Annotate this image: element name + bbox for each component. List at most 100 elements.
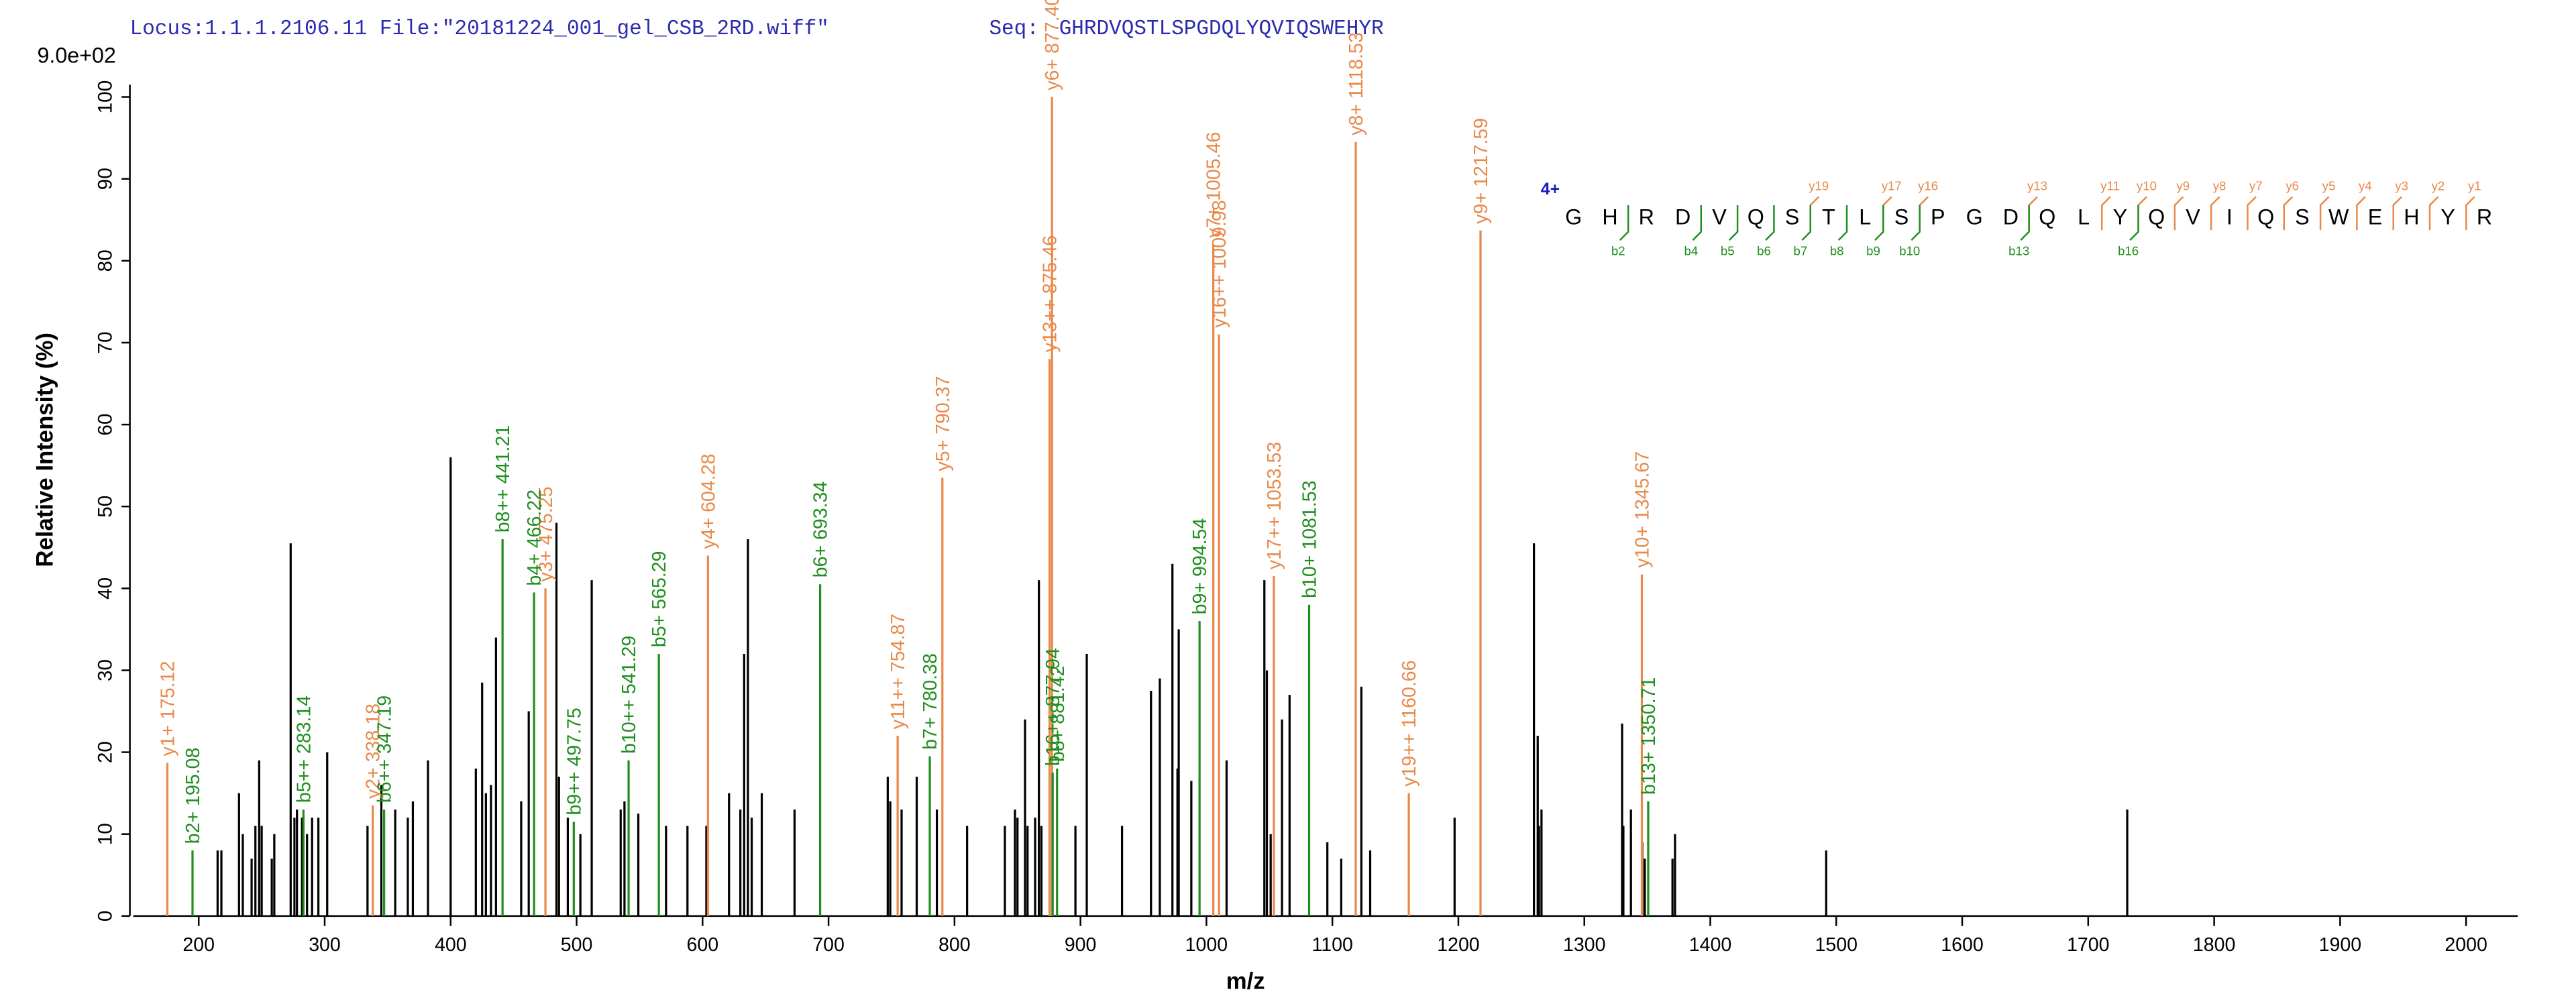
- b-fragment-label: b8: [1830, 243, 1844, 258]
- y-scale-label: 9.0e+02: [37, 44, 115, 68]
- residue: E: [2368, 205, 2383, 229]
- charge-label: 4+: [1541, 180, 1560, 199]
- b-fragment-label: b7: [1793, 243, 1807, 258]
- header-seq-label: Seq:: [989, 17, 1038, 41]
- x-tick-label: 500: [561, 934, 593, 956]
- x-tick-label: 1200: [1437, 934, 1479, 956]
- x-tick-label: 700: [812, 934, 845, 956]
- y-fragment-label: y1: [2468, 179, 2481, 193]
- residue: G: [1966, 205, 1983, 229]
- peak-label: y2+ 338.18: [363, 704, 384, 799]
- y-fragment-bracket: [2356, 196, 2366, 231]
- peak-label: b6++ 347.19: [374, 695, 396, 803]
- peak-label: b16++ 877.94: [1042, 648, 1064, 766]
- b-fragment-bracket: [1801, 205, 1811, 241]
- peak-label: y19++ 1160.66: [1399, 660, 1420, 786]
- residue: I: [2226, 205, 2233, 229]
- x-tick-label: 1300: [1563, 934, 1605, 956]
- y-fragment-bracket: [2392, 196, 2402, 231]
- x-tick-label: 1800: [2193, 934, 2235, 956]
- y-fragment-bracket: [2319, 196, 2330, 231]
- residue: Y: [2113, 205, 2128, 229]
- b-fragment-bracket: [1728, 205, 1739, 241]
- y-fragment-label: y2: [2432, 179, 2445, 193]
- peak-label: y1+ 175.12: [158, 661, 179, 757]
- peak-label: b4+ 466.22: [524, 490, 545, 586]
- x-tick-label: 1000: [1185, 934, 1228, 956]
- b-fragment-bracket: [2020, 205, 2030, 241]
- y-fragment-label: y8: [2213, 179, 2226, 193]
- residue: R: [1639, 205, 1654, 229]
- peak-label: y10+ 1345.67: [1632, 451, 1654, 568]
- y-fragment-label: y3: [2395, 179, 2408, 193]
- peak-label: b8+ 881.42: [1047, 665, 1069, 762]
- x-tick-label: 1600: [1941, 934, 1983, 956]
- x-axis-label: m/z: [1226, 968, 1265, 994]
- peak-label: y5+ 790.37: [932, 376, 954, 471]
- y-tick-label: 0: [95, 911, 117, 922]
- peak-label: b5++ 283.14: [293, 695, 315, 803]
- y-fragment-label: y11: [2100, 179, 2120, 193]
- b-fragment-label: b6: [1757, 243, 1771, 258]
- x-tick-label: 600: [687, 934, 719, 956]
- peak-label: y11++ 754.87: [888, 614, 909, 729]
- b-fragment-label: b4: [1684, 243, 1699, 258]
- b-fragment-label: b2: [1611, 243, 1625, 258]
- y-tick-label: 80: [95, 249, 117, 272]
- y-tick-label: 30: [95, 659, 117, 681]
- y-fragment-label: y19: [1809, 179, 1829, 193]
- peak-label: y4+ 604.28: [698, 454, 719, 549]
- y-fragment-bracket: [2247, 196, 2257, 231]
- peak-label: b6+ 693.34: [810, 482, 832, 578]
- x-tick-label: 400: [435, 934, 467, 956]
- peak-label: b5+ 565.29: [649, 551, 670, 648]
- residue: V: [2186, 205, 2200, 229]
- peak-label: b9++ 497.75: [564, 708, 585, 815]
- x-tick-label: 200: [182, 934, 215, 956]
- residue: V: [1712, 205, 1727, 229]
- peak-label: y3+ 475.25: [535, 486, 557, 581]
- y-fragment-label: y6: [2286, 179, 2299, 193]
- peak-label: b10++ 541.29: [619, 636, 640, 754]
- peak-label: y13++ 875.46: [1040, 235, 1061, 353]
- peak-label: b10+ 1081.53: [1299, 480, 1321, 598]
- y-tick-label: 10: [95, 823, 117, 845]
- peak-label: b2+ 195.08: [182, 748, 204, 844]
- y-tick-label: 50: [95, 496, 117, 518]
- residue: L: [1859, 205, 1871, 229]
- y-axis-label: Relative Intensity (%): [33, 333, 58, 567]
- residue: W: [2328, 205, 2349, 229]
- y-tick-label: 20: [95, 741, 117, 763]
- peak-label: b9+ 994.54: [1189, 518, 1211, 615]
- peak-label: b7+ 780.38: [920, 653, 941, 750]
- peak-label: b8++ 441.21: [492, 425, 514, 533]
- y-fragment-label: y10: [2137, 179, 2157, 193]
- residue: G: [1565, 205, 1582, 229]
- b-fragment-bracket: [1692, 205, 1703, 241]
- b-fragment-bracket: [1874, 205, 1884, 241]
- y-fragment-bracket: [2174, 196, 2184, 231]
- y-fragment-bracket: [2465, 196, 2475, 231]
- peak-label: y9+ 1217.59: [1470, 118, 1492, 224]
- b-fragment-bracket: [2129, 205, 2139, 241]
- residue: D: [1675, 205, 1690, 229]
- residue: S: [1785, 205, 1800, 229]
- residue: P: [1931, 205, 1945, 229]
- residue: H: [1602, 205, 1617, 229]
- x-tick-label: 900: [1065, 934, 1097, 956]
- b-fragment-label: b16: [2118, 243, 2139, 258]
- peak-label: y7+ 1005.46: [1203, 132, 1225, 238]
- y-tick-label: 70: [95, 331, 117, 353]
- x-tick-label: 2000: [2445, 934, 2487, 956]
- x-tick-label: 1100: [1311, 934, 1352, 956]
- y-fragment-bracket: [2428, 196, 2439, 231]
- residue: Q: [1748, 205, 1764, 229]
- residue: H: [2404, 205, 2419, 229]
- peak-label: y17++ 1053.53: [1264, 442, 1285, 569]
- b-fragment-bracket: [1837, 205, 1848, 241]
- peak-label: y6+ 877.40: [1042, 0, 1063, 91]
- b-fragment-label: b10: [1899, 243, 1920, 258]
- residue: Y: [2440, 205, 2455, 229]
